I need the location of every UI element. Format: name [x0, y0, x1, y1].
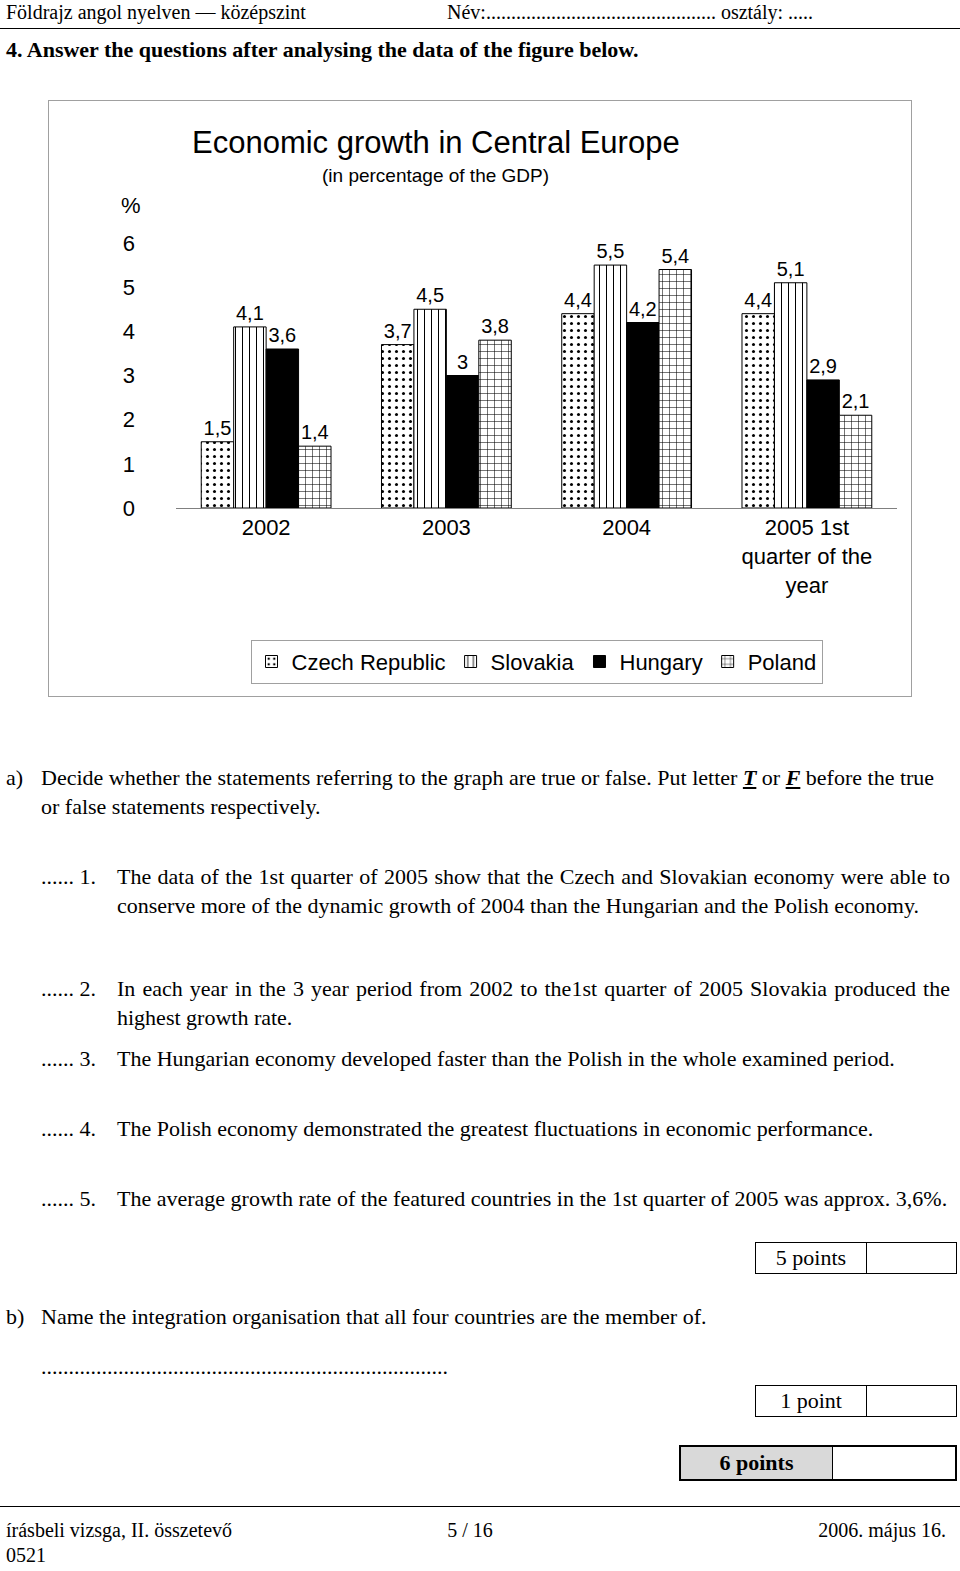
html-text:...... 4.: ...... 4. [41, 1116, 96, 1141]
svg-text:Czech Republic: Czech Republic [292, 650, 446, 675]
html-text:a): a) [6, 765, 24, 790]
html-text:1 point: 1 point [780, 1388, 842, 1413]
svg-text:2004: 2004 [602, 515, 651, 540]
html-text:The data of the 1st quarter of: The data of the 1st quarter of 2005 show… [117, 864, 950, 918]
svg-text:1,5: 1,5 [204, 417, 232, 439]
html-text:6 points: 6 points [719, 1450, 794, 1475]
svg-text:Economic growth in Central Eur: Economic growth in Central Europe [192, 125, 680, 160]
svg-text:0: 0 [123, 496, 135, 521]
html-text:...... 5.: ...... 5. [41, 1186, 96, 1211]
svg-text:%: % [121, 193, 141, 218]
html-text:4. Answer the questions after: 4. Answer the questions after analysing … [6, 37, 639, 62]
svg-text:Slovakia: Slovakia [491, 650, 575, 675]
svg-text:4,5: 4,5 [416, 284, 444, 306]
html-text:5 / 16: 5 / 16 [447, 1519, 493, 1541]
svg-text:2,1: 2,1 [842, 390, 870, 412]
svg-text:4,4: 4,4 [564, 289, 592, 311]
svg-text:Poland: Poland [748, 650, 817, 675]
svg-text:3,7: 3,7 [384, 320, 412, 342]
html-text:...... 3.: ...... 3. [41, 1046, 96, 1071]
svg-text:2002: 2002 [242, 515, 291, 540]
html-text:Decide whether the statements: Decide whether the statements referring … [41, 765, 935, 819]
html-text:Name the integration organisat: Name the integration organisation that a… [41, 1304, 707, 1329]
svg-text:Hungary: Hungary [619, 650, 702, 675]
svg-text:4,1: 4,1 [236, 302, 264, 324]
svg-text:3,6: 3,6 [268, 324, 296, 346]
html-text:5 points: 5 points [775, 1245, 847, 1270]
html-text:The average growth rate of the: The average growth rate of the featured … [117, 1186, 948, 1211]
html-text:b): b) [6, 1304, 25, 1329]
svg-text:2: 2 [123, 407, 135, 432]
html-text:In each year in the 3 year per: In each year in the 3 year period from 2… [117, 976, 950, 1030]
svg-text:1,4: 1,4 [301, 421, 329, 443]
svg-text:2,9: 2,9 [809, 355, 837, 377]
svg-text:2005 1stquarter of theyear: 2005 1stquarter of theyear [741, 515, 872, 597]
svg-text:6: 6 [123, 231, 135, 256]
html-text:Földrajz angol nyelven — közép: Földrajz angol nyelven — középszint [6, 1, 306, 23]
html-text:Név:..........................: Név:....................................… [447, 1, 814, 23]
svg-text:4,2: 4,2 [629, 298, 657, 320]
html-text:2006. május 16.: 2006. május 16. [818, 1519, 946, 1541]
html-text:...... 2.: ...... 2. [41, 976, 96, 1001]
html-text:The Polish economy demonstrate: The Polish economy demonstrated the grea… [117, 1116, 874, 1141]
svg-text:5: 5 [123, 275, 135, 300]
svg-text:3: 3 [457, 351, 468, 373]
svg-text:3,8: 3,8 [481, 315, 509, 337]
svg-text:(in percentage of the GDP): (in percentage of the GDP) [322, 165, 549, 186]
svg-text:1: 1 [123, 452, 135, 477]
html-text:írásbeli vizsga, II. összetevő: írásbeli vizsga, II. összetevő [6, 1519, 232, 1541]
svg-text:5,4: 5,4 [661, 245, 689, 267]
html-text:0521: 0521 [6, 1544, 46, 1566]
svg-text:5,1: 5,1 [777, 258, 805, 280]
html-text:...... 1.: ...... 1. [41, 864, 96, 889]
svg-text:4: 4 [123, 319, 135, 344]
svg-text:4,4: 4,4 [744, 289, 772, 311]
svg-text:3: 3 [123, 363, 135, 388]
svg-text:5,5: 5,5 [596, 240, 624, 262]
html-text:The Hungarian economy develope: The Hungarian economy developed faster t… [117, 1046, 895, 1071]
svg-text:2003: 2003 [422, 515, 471, 540]
